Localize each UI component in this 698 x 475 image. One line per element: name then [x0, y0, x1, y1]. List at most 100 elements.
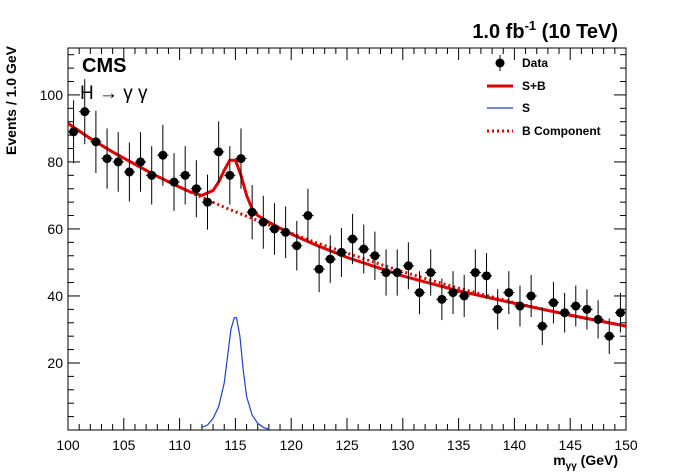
data-point	[335, 227, 347, 277]
data-point	[146, 146, 158, 205]
data-point	[313, 246, 325, 293]
data-point-marker	[415, 288, 425, 298]
process-label: H → γ γ	[80, 83, 148, 104]
x-tick-label: 125	[335, 437, 359, 453]
data-point	[581, 289, 593, 330]
data-point	[268, 203, 281, 255]
data-point-marker	[537, 321, 547, 331]
legend-label-sb: S+B	[522, 79, 546, 93]
data-point-marker	[459, 291, 469, 301]
data-point	[425, 249, 437, 296]
data-point	[492, 289, 504, 330]
data-point-marker	[526, 291, 536, 301]
data-point-marker	[91, 137, 101, 147]
data-point-marker	[437, 294, 447, 304]
data-point-marker	[615, 308, 625, 318]
data-point	[358, 224, 370, 274]
data-point-marker	[604, 331, 614, 341]
y-tick-label: 100	[40, 87, 64, 103]
top-label-main: 1.0 fb	[472, 21, 524, 43]
data-point	[190, 160, 202, 218]
data-point-marker	[314, 264, 324, 274]
data-point-marker	[124, 167, 134, 177]
signal-curve	[201, 317, 270, 430]
data-point	[436, 278, 448, 321]
data-point-marker	[303, 211, 313, 221]
data-point	[179, 146, 191, 205]
data-point	[447, 271, 459, 315]
data-point	[123, 142, 135, 202]
x-axis-title-main: m	[553, 452, 565, 468]
data-point	[168, 153, 180, 211]
data-point-marker	[292, 241, 302, 251]
data-point	[90, 110, 102, 173]
data-point-marker	[247, 207, 257, 217]
data-point-marker	[560, 308, 570, 318]
data-point-marker	[571, 301, 581, 311]
data-point	[235, 128, 247, 189]
data-point-marker	[158, 150, 168, 160]
data-point-marker	[191, 184, 201, 194]
data-point	[547, 281, 560, 324]
x-tick-label: 105	[112, 437, 136, 453]
data-point-marker	[336, 247, 346, 257]
data-point-marker	[482, 271, 491, 281]
data-point-marker	[370, 251, 380, 261]
x-tick-label: 115	[224, 437, 247, 453]
data-point	[79, 79, 91, 145]
legend-label-bkg: B Component	[522, 124, 601, 138]
legend-label-s: S	[522, 101, 530, 115]
data-point	[213, 121, 225, 183]
data-point	[480, 253, 493, 299]
data-point	[469, 249, 481, 296]
data-point	[570, 285, 582, 327]
data-point-marker	[169, 177, 179, 187]
x-tick-label: 150	[614, 437, 638, 453]
data-point	[614, 292, 626, 333]
data-point	[592, 300, 604, 339]
data-point	[257, 195, 269, 249]
data-point-marker	[325, 254, 335, 264]
data-point	[324, 235, 336, 283]
data-point	[536, 307, 548, 345]
data-point-marker	[225, 170, 235, 180]
data-point-marker	[281, 227, 291, 237]
y-tick-label: 60	[47, 221, 63, 237]
data-point-marker	[359, 244, 369, 254]
data-point	[224, 146, 236, 205]
data-point	[134, 132, 147, 192]
data-point	[402, 242, 414, 290]
data-point-marker	[392, 268, 402, 278]
data-point	[369, 231, 381, 280]
data-point-marker	[348, 234, 358, 244]
data-point-marker	[102, 154, 112, 164]
data-point-marker	[470, 268, 480, 278]
data-point-marker	[80, 107, 90, 117]
data-point	[280, 206, 292, 259]
background-curve	[67, 122, 627, 328]
data-point-marker	[113, 157, 123, 167]
data-point-marker	[448, 288, 458, 298]
legend: Data S+B S B Component	[487, 55, 601, 138]
data-point-marker	[136, 157, 146, 167]
data-point	[101, 128, 113, 189]
data-point-marker	[403, 261, 413, 271]
data-point	[391, 249, 403, 296]
data-point	[112, 132, 124, 192]
top-label: 1.0 fb-1 (10 TeV)	[472, 18, 618, 43]
data-point-marker	[269, 224, 279, 234]
data-point	[503, 271, 515, 315]
data-point-marker	[493, 304, 503, 314]
y-axis-title: Events / 1.0 GeV	[3, 45, 19, 155]
data-points	[68, 79, 626, 354]
x-tick-label: 110	[168, 437, 191, 453]
y-tick-label: 40	[47, 288, 63, 304]
data-point-marker	[203, 197, 212, 207]
data-point	[347, 213, 359, 265]
data-point-marker	[214, 147, 224, 157]
data-point	[157, 124, 169, 186]
data-point	[559, 292, 571, 333]
data-point-marker	[381, 268, 391, 278]
data-point	[458, 274, 470, 318]
